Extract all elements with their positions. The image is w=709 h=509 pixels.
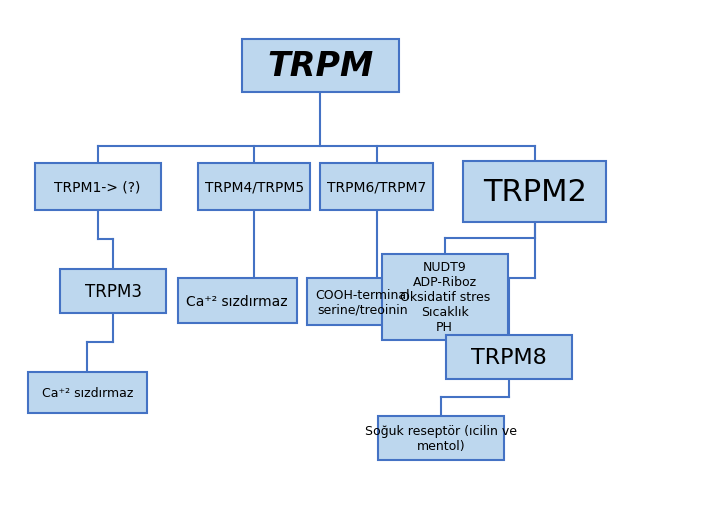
Text: Ca⁺² sızdırmaz: Ca⁺² sızdırmaz [42,386,133,399]
FancyBboxPatch shape [35,164,160,211]
Text: TRPM8: TRPM8 [471,347,547,367]
FancyBboxPatch shape [60,269,166,313]
Text: Soğuk reseptör (ıcilin ve
mentol): Soğuk reseptör (ıcilin ve mentol) [365,424,518,451]
FancyBboxPatch shape [464,162,606,223]
FancyBboxPatch shape [307,279,419,325]
Text: TRPM2: TRPM2 [483,178,587,207]
FancyBboxPatch shape [379,416,504,460]
Text: Ca⁺² sızdırmaz: Ca⁺² sızdırmaz [186,294,288,308]
FancyBboxPatch shape [320,164,432,211]
Text: TRPM: TRPM [267,50,374,83]
FancyBboxPatch shape [177,279,296,323]
Text: TRPM4/TRPM5: TRPM4/TRPM5 [204,180,303,194]
FancyBboxPatch shape [28,372,147,413]
FancyBboxPatch shape [198,164,311,211]
Text: TRPM1-> (?): TRPM1-> (?) [55,180,141,194]
Text: TRPM6/TRPM7: TRPM6/TRPM7 [327,180,426,194]
Text: TRPM3: TRPM3 [84,282,142,300]
FancyBboxPatch shape [381,254,508,340]
FancyBboxPatch shape [447,335,572,379]
Text: COOH-terminal
serine/treoinin: COOH-terminal serine/treoinin [316,288,411,316]
FancyBboxPatch shape [242,40,398,93]
Text: NUDT9
ADP-Riboz
Oksidatif stres
Sıcaklık
PH: NUDT9 ADP-Riboz Oksidatif stres Sıcaklık… [400,261,490,334]
